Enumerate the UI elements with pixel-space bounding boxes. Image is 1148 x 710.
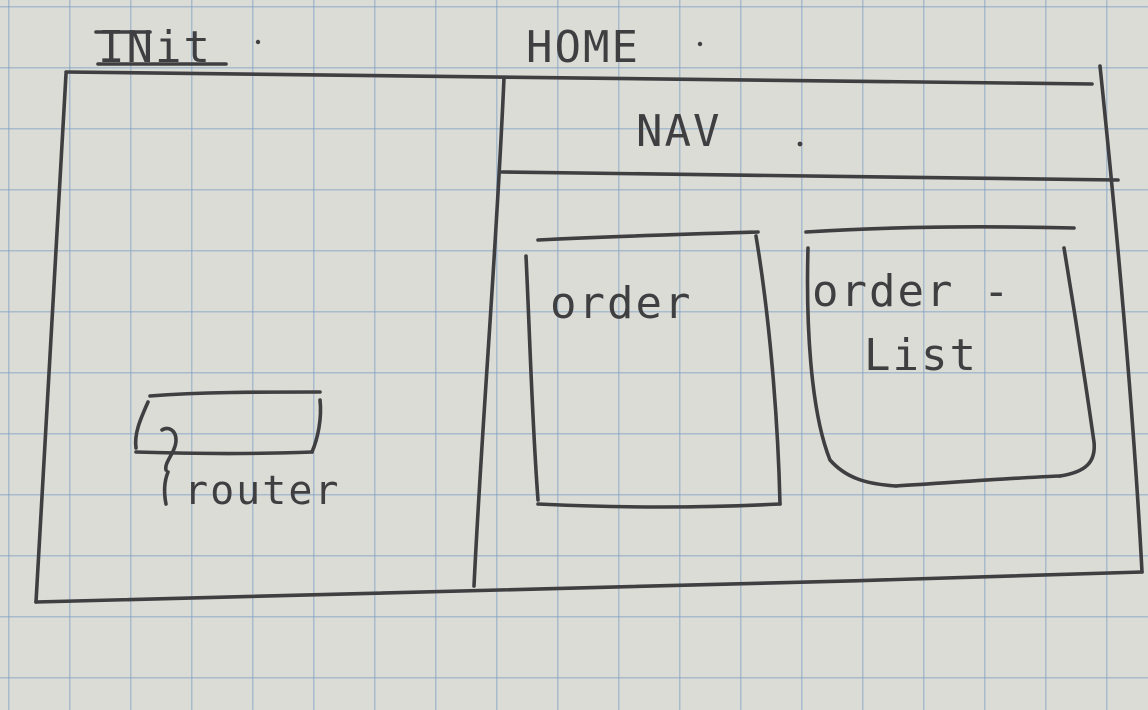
order-list-component: order - List (804, 225, 1096, 488)
order-component: order (524, 230, 782, 509)
nav-bar: NAV (636, 106, 803, 157)
nav-label: NAV (636, 106, 721, 157)
order-label: order (550, 278, 692, 329)
init-label: INit (98, 22, 212, 73)
init-panel-heading: INit (94, 22, 261, 73)
home-panel-heading: HOME (526, 22, 703, 73)
panel-divider (472, 76, 506, 588)
nav-bar-line (500, 170, 1120, 182)
order-list-label-line1: order - (812, 266, 1011, 317)
router-label: router (184, 468, 341, 514)
outer-frame (34, 64, 1144, 604)
order-list-label-line2: List (864, 330, 978, 381)
router-outlet: router (133, 390, 341, 514)
home-label: HOME (526, 22, 640, 73)
